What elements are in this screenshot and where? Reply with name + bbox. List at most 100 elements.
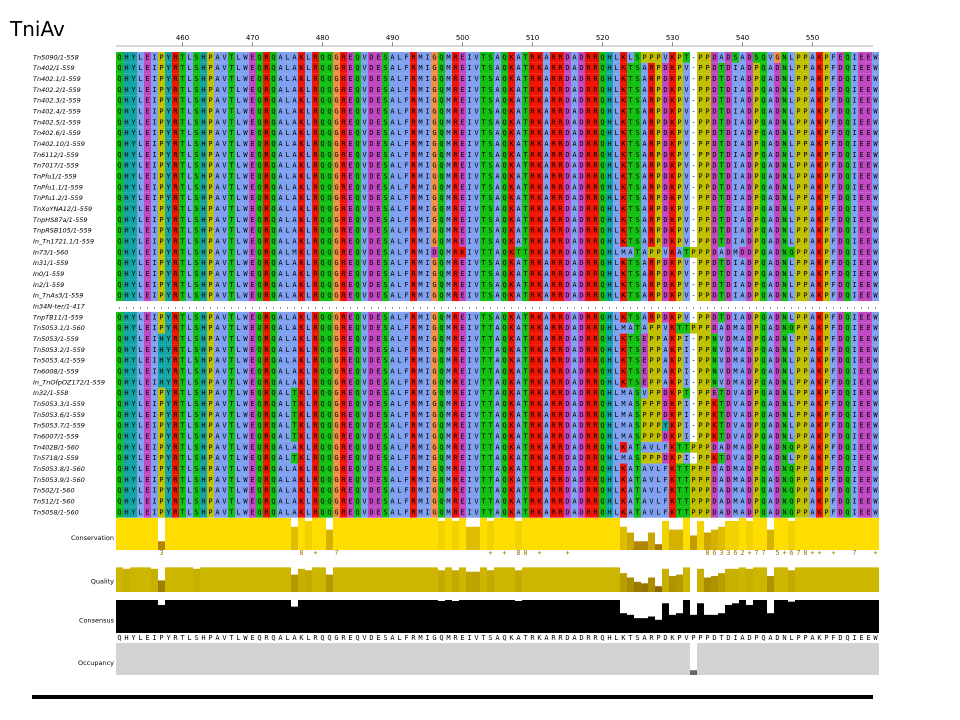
- residue-cell: [291, 420, 298, 432]
- residue-cell: [459, 138, 466, 150]
- residue-cell: [228, 95, 235, 107]
- residue-cell: [410, 149, 417, 161]
- quality-bar: [340, 567, 347, 592]
- residue-cell: [123, 344, 130, 356]
- residue-cell: [851, 290, 858, 302]
- residue-cell: [193, 344, 200, 356]
- residue-cell: [473, 171, 480, 182]
- residue-cell: [186, 62, 193, 74]
- residue-cell: [410, 322, 417, 334]
- residue-cell: [333, 366, 340, 377]
- residue-cell: [123, 420, 130, 432]
- residue-cell: [823, 376, 830, 388]
- residue-cell: [305, 398, 312, 410]
- residue-cell: [312, 333, 319, 345]
- residue-cell: [746, 192, 753, 204]
- residue-cell: [263, 52, 270, 63]
- residue-cell: [613, 290, 620, 302]
- residue-cell: [431, 149, 438, 161]
- residue-cell: [837, 52, 844, 63]
- residue-cell: [550, 311, 557, 323]
- residue-cell: [116, 84, 123, 96]
- residue-cell: [599, 62, 606, 74]
- residue-cell: [557, 95, 564, 107]
- residue-cell: [774, 279, 781, 291]
- residue-cell: [795, 311, 802, 323]
- residue-cell: [550, 290, 557, 302]
- residue-cell: [613, 257, 620, 269]
- residue-cell: [284, 214, 291, 226]
- residue-cell: [214, 333, 221, 345]
- residue-cell: [599, 116, 606, 128]
- residue-cell: [550, 409, 557, 421]
- residue-cell: [319, 181, 326, 193]
- residue-cell: [781, 376, 788, 388]
- residue-cell: [704, 225, 711, 237]
- residue-cell: [732, 268, 739, 280]
- residue-cell: [585, 203, 592, 215]
- residue-cell: [242, 279, 249, 291]
- residue-cell: [718, 290, 725, 302]
- residue-cell: [508, 138, 515, 150]
- residue-cell: [207, 95, 214, 107]
- residue-cell: [781, 52, 788, 63]
- residue-cell: [375, 290, 382, 302]
- residue-cell: [592, 344, 599, 356]
- residue-cell: [249, 431, 256, 442]
- residue-cell: [382, 355, 389, 367]
- conservation-bar: [543, 518, 550, 550]
- residue-cell: [431, 268, 438, 280]
- residue-cell: [718, 95, 725, 107]
- residue-cell: [641, 322, 648, 334]
- residue-cell: [326, 246, 333, 258]
- residue-cell: [627, 290, 634, 302]
- residue-cell: [746, 246, 753, 258]
- residue-cell: [396, 149, 403, 161]
- residue-cell: [445, 149, 452, 161]
- residue-cell: [704, 333, 711, 345]
- residue-cell: [662, 192, 669, 204]
- residue-cell: [795, 214, 802, 226]
- consensus-bar: [305, 600, 312, 633]
- residue-cell: [144, 355, 151, 367]
- residue-cell: [529, 290, 536, 302]
- residue-cell: [305, 138, 312, 150]
- residue-cell: [375, 149, 382, 161]
- residue-cell: [340, 355, 347, 367]
- residue-cell: [781, 73, 788, 85]
- residue-cell: [270, 203, 277, 215]
- conservation-bar: [368, 518, 375, 550]
- residue-cell: [872, 376, 879, 388]
- residue-cell: [466, 257, 473, 269]
- residue-cell: [760, 311, 767, 323]
- residue-cell: [179, 387, 186, 399]
- residue-cell: [816, 311, 823, 323]
- residue-cell: [501, 95, 508, 107]
- residue-cell: [858, 290, 865, 302]
- residue-cell: [830, 344, 837, 356]
- residue-cell: [844, 52, 851, 63]
- residue-cell: [165, 431, 172, 442]
- residue-cell: [816, 279, 823, 291]
- residue-cell: [809, 62, 816, 74]
- residue-cell: [627, 257, 634, 269]
- residue-cell: [417, 376, 424, 388]
- residue-cell: [123, 95, 130, 107]
- residue-cell: [676, 322, 683, 334]
- residue-cell: [158, 344, 165, 356]
- residue-cell: [396, 398, 403, 410]
- residue-cell: [354, 95, 361, 107]
- residue-cell: [711, 246, 718, 258]
- sequence-name: Tn5053.7/1-559: [33, 422, 85, 430]
- residue-cell: [515, 192, 522, 204]
- occupancy-bar: [116, 643, 123, 675]
- quality-bar: [578, 567, 585, 592]
- residue-cell: [249, 225, 256, 237]
- residue-cell: [620, 138, 627, 150]
- residue-cell: [179, 398, 186, 410]
- residue-cell: [872, 236, 879, 247]
- quality-bar: [242, 567, 249, 592]
- residue-cell: [858, 149, 865, 161]
- consensus-bar: [683, 600, 690, 633]
- residue-cell: [347, 431, 354, 442]
